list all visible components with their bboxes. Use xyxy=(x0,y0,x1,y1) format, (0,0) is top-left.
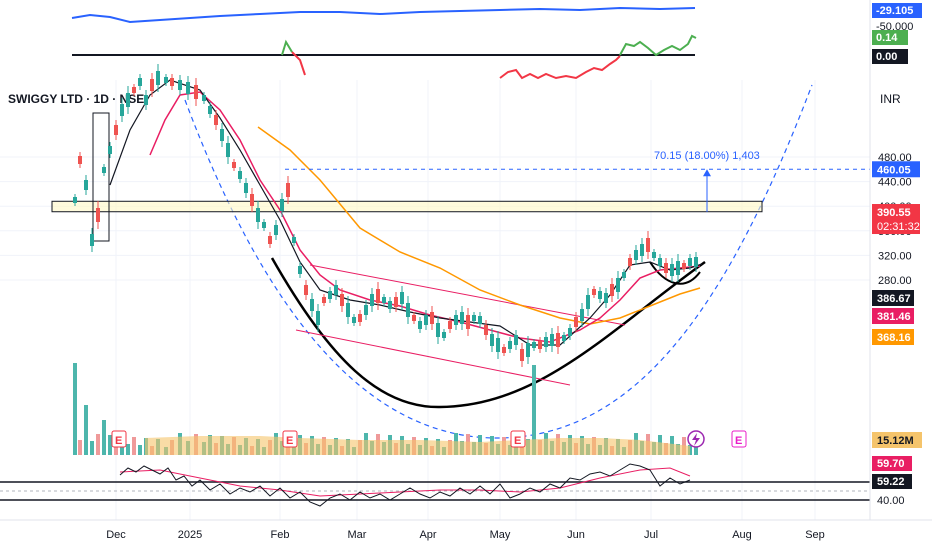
volume-badge: 15.12M xyxy=(877,435,914,447)
breakout-box xyxy=(92,112,110,242)
candles-group xyxy=(73,64,698,367)
channel-upper xyxy=(309,264,626,326)
ma-black xyxy=(109,79,703,346)
rsi-level-label: 40.00 xyxy=(877,495,905,507)
time-tick-label: Sep xyxy=(805,529,825,541)
time-tick-label: Feb xyxy=(271,529,290,541)
top-blue-line xyxy=(71,6,696,24)
flash-icon[interactable] xyxy=(687,430,705,448)
measure-arrow-head xyxy=(703,169,711,177)
last-price-badge: 390.55 xyxy=(877,207,911,219)
rsi-signal-badge: 59.22 xyxy=(877,476,905,488)
time-tick-label: Jul xyxy=(644,529,658,541)
price-tick-label: 440.00 xyxy=(878,177,912,189)
handle-curve xyxy=(649,261,701,285)
ma-pink xyxy=(149,91,701,343)
currency-label[interactable]: INR xyxy=(880,92,901,106)
volume-ma-area xyxy=(145,436,690,455)
top-red-segment xyxy=(291,51,306,76)
svg-text:E: E xyxy=(115,435,122,447)
time-tick-label: Apr xyxy=(419,529,436,541)
top-indicator-badges: -29.105 -50.000 0.14 0.00 xyxy=(872,3,922,64)
price-tick-label: 320.00 xyxy=(878,250,912,262)
measure-label: 70.15 (18.00%) 1,403 xyxy=(654,150,760,162)
earnings-marker-3[interactable]: E xyxy=(510,430,526,448)
time-tick-label: Aug xyxy=(732,529,752,541)
rsi-line xyxy=(119,463,691,507)
ma-badge: 381.46 xyxy=(877,311,911,323)
time-axis[interactable]: Dec 2025 Feb Mar Apr May Jun Jul Aug Sep xyxy=(106,529,825,541)
ma-badge: 368.16 xyxy=(877,332,911,344)
cup-solid-curve xyxy=(270,257,706,409)
rsi-signal-line xyxy=(119,467,691,497)
svg-text:E: E xyxy=(735,435,742,447)
cup-dashed-curve xyxy=(184,84,813,439)
badge-blue: -29.105 xyxy=(876,5,913,17)
top-indicator-panel xyxy=(71,6,697,80)
time-tick-label: Mar xyxy=(348,529,367,541)
price-tick-label: 480.00 xyxy=(878,152,912,164)
time-tick-label: Jun xyxy=(567,529,585,541)
time-tick-label: 2025 xyxy=(178,529,202,541)
earnings-markers[interactable]: E E E E xyxy=(111,430,747,448)
earnings-marker-4[interactable]: E xyxy=(731,430,747,448)
svg-text:E: E xyxy=(514,435,521,447)
earnings-marker-2[interactable]: E xyxy=(282,430,298,448)
time-tick-label: May xyxy=(490,529,511,541)
svg-text:E: E xyxy=(286,435,293,447)
earnings-marker-1[interactable]: E xyxy=(111,430,127,448)
badge-green: 0.14 xyxy=(876,32,898,44)
top-red-segment-2 xyxy=(499,55,621,80)
rsi-badge: 59.70 xyxy=(877,458,905,470)
chart-title: SWIGGY LTD · 1D · NSE xyxy=(8,92,145,106)
countdown-badge: 02:31:32 xyxy=(877,221,920,233)
rsi-panel xyxy=(0,463,870,507)
top-green-segment-2 xyxy=(619,34,697,57)
ma-orange xyxy=(257,126,701,325)
badge-zero: 0.00 xyxy=(876,51,897,63)
resistance-zone xyxy=(51,200,763,213)
time-tick-label: Dec xyxy=(106,529,126,541)
ma-badge: 386.67 xyxy=(877,293,911,305)
price-grid xyxy=(0,80,870,520)
main-price-badges: 460.05 390.55 02:31:32 386.67 381.46 368.1… xyxy=(872,161,922,507)
target-badge: 460.05 xyxy=(877,164,911,176)
price-tick-label: 280.00 xyxy=(878,275,912,287)
top-green-segment-1 xyxy=(281,39,293,56)
channel-lower xyxy=(295,329,571,386)
